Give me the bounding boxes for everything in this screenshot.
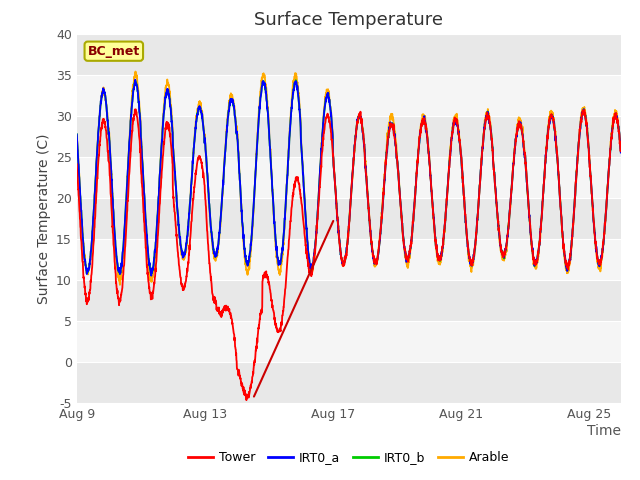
IRT0_a bbox=[617, 150, 625, 156]
Arable bbox=[116, 276, 124, 282]
IRT0_b bbox=[116, 271, 124, 277]
IRT0_b bbox=[237, 188, 244, 194]
IRT0_a bbox=[131, 77, 139, 83]
Arable bbox=[116, 282, 124, 288]
Tower bbox=[184, 269, 191, 275]
IRT0_a bbox=[73, 132, 81, 137]
Bar bbox=[77, 34, 621, 75]
IRT0_b bbox=[184, 233, 191, 239]
IRT0_a bbox=[191, 135, 198, 141]
IRT0_a bbox=[372, 260, 380, 266]
Bar bbox=[77, 157, 621, 198]
IRT0_b bbox=[372, 260, 380, 266]
Tower bbox=[191, 185, 198, 191]
Legend: Tower, IRT0_a, IRT0_b, Arable: Tower, IRT0_a, IRT0_b, Arable bbox=[183, 446, 515, 469]
IRT0_a bbox=[502, 246, 509, 252]
Arable bbox=[184, 233, 191, 239]
Bar bbox=[77, 116, 621, 157]
IRT0_a bbox=[116, 268, 124, 274]
Bar bbox=[77, 280, 621, 321]
IRT0_b bbox=[116, 267, 124, 273]
Arable bbox=[237, 194, 244, 200]
Arable bbox=[132, 69, 140, 74]
IRT0_b bbox=[292, 77, 300, 83]
Tower bbox=[372, 257, 380, 263]
Tower bbox=[73, 161, 81, 167]
IRT0_b bbox=[617, 149, 625, 155]
Y-axis label: Surface Temperature (C): Surface Temperature (C) bbox=[36, 133, 51, 304]
Tower bbox=[237, 376, 244, 382]
IRT0_b bbox=[502, 246, 509, 252]
Tower bbox=[617, 146, 625, 152]
Arable bbox=[191, 132, 198, 138]
Text: BC_met: BC_met bbox=[88, 45, 140, 58]
Bar bbox=[77, 198, 621, 239]
Tower bbox=[116, 299, 124, 305]
IRT0_a bbox=[184, 234, 191, 240]
Arable bbox=[502, 247, 509, 252]
Bar bbox=[77, 239, 621, 280]
Text: Time: Time bbox=[587, 423, 621, 438]
Line: IRT0_b: IRT0_b bbox=[77, 80, 621, 274]
Tower bbox=[243, 397, 250, 403]
Line: Arable: Arable bbox=[77, 72, 621, 285]
IRT0_b bbox=[73, 132, 81, 137]
Bar bbox=[77, 362, 621, 403]
IRT0_a bbox=[237, 192, 244, 197]
Bar bbox=[77, 321, 621, 362]
Line: IRT0_a: IRT0_a bbox=[77, 80, 621, 276]
Bar bbox=[77, 75, 621, 116]
IRT0_a bbox=[147, 273, 155, 278]
Arable bbox=[617, 146, 625, 152]
IRT0_b bbox=[191, 138, 198, 144]
Line: Tower: Tower bbox=[77, 109, 621, 400]
Arable bbox=[73, 133, 81, 139]
Arable bbox=[372, 262, 380, 267]
Tower bbox=[132, 107, 140, 112]
Title: Surface Temperature: Surface Temperature bbox=[254, 11, 444, 29]
Tower bbox=[502, 245, 509, 251]
